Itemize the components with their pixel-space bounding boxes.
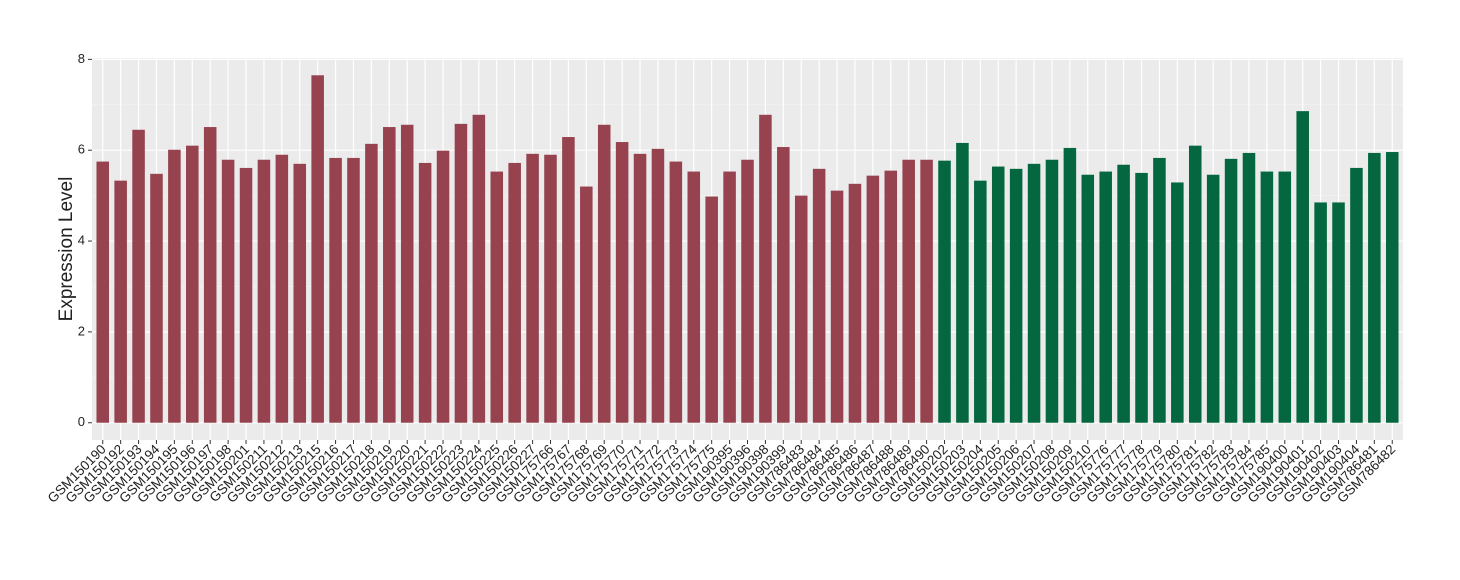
bar — [705, 196, 718, 423]
bar — [311, 75, 324, 423]
bar — [597, 124, 611, 423]
bar — [526, 153, 539, 423]
bar — [203, 127, 217, 423]
bar — [1206, 174, 1220, 423]
bar — [1081, 174, 1095, 423]
bar — [956, 142, 969, 423]
bar — [365, 143, 378, 423]
bar — [1099, 171, 1112, 423]
bar — [186, 145, 199, 423]
bar — [1368, 152, 1381, 423]
y-tick-label: 4 — [78, 232, 85, 247]
bar — [1188, 145, 1202, 423]
bar — [974, 180, 987, 423]
bar — [938, 160, 951, 423]
bar — [920, 159, 933, 423]
bar — [777, 147, 790, 423]
bar — [1135, 172, 1148, 423]
bar — [1278, 171, 1292, 423]
bar — [257, 159, 271, 423]
bar — [1153, 157, 1166, 423]
bar — [759, 114, 772, 423]
bar — [1260, 171, 1274, 423]
bar — [794, 195, 808, 423]
bar — [1045, 159, 1059, 423]
bar — [168, 149, 181, 423]
bar — [1242, 152, 1256, 423]
bar — [347, 157, 360, 423]
bar — [1117, 164, 1130, 423]
bar — [293, 163, 307, 423]
bar — [1350, 167, 1363, 423]
bar — [275, 154, 289, 423]
bar — [562, 137, 575, 423]
bar — [687, 171, 701, 423]
bar — [436, 150, 450, 423]
bar — [1332, 202, 1345, 423]
y-axis-title: Expression Level — [56, 177, 77, 322]
bar — [1171, 182, 1184, 423]
y-tick-label: 0 — [78, 414, 85, 429]
bar — [830, 190, 844, 423]
bar — [615, 142, 629, 423]
bar — [741, 159, 754, 423]
bar — [884, 170, 898, 423]
bar — [848, 183, 862, 423]
bar — [96, 161, 110, 423]
bar — [866, 175, 880, 423]
bar — [472, 114, 486, 423]
bar — [991, 166, 1005, 423]
bar — [669, 161, 683, 423]
bar — [1314, 202, 1327, 423]
bar — [150, 173, 163, 423]
y-tick-label: 2 — [78, 323, 85, 338]
bar — [400, 124, 414, 423]
bar — [329, 157, 342, 423]
bar — [812, 168, 826, 423]
bar — [114, 180, 127, 423]
bar — [1224, 158, 1238, 423]
bar — [651, 148, 665, 423]
bar — [508, 162, 521, 423]
bar — [633, 153, 647, 423]
bar — [1296, 111, 1309, 423]
bar — [454, 123, 468, 423]
bar — [132, 129, 145, 423]
bar — [1385, 152, 1399, 423]
y-tick-label: 6 — [78, 142, 85, 157]
bar — [221, 159, 235, 423]
bar — [544, 154, 557, 423]
bar — [723, 171, 736, 423]
bar — [418, 162, 432, 423]
bar — [490, 171, 504, 423]
bar — [383, 127, 396, 423]
y-tick-label: 8 — [78, 51, 85, 66]
bar — [1027, 163, 1041, 423]
bar — [580, 186, 593, 423]
bar — [1009, 168, 1023, 423]
bar — [1063, 147, 1077, 423]
bar — [902, 159, 915, 423]
bar — [239, 167, 253, 423]
